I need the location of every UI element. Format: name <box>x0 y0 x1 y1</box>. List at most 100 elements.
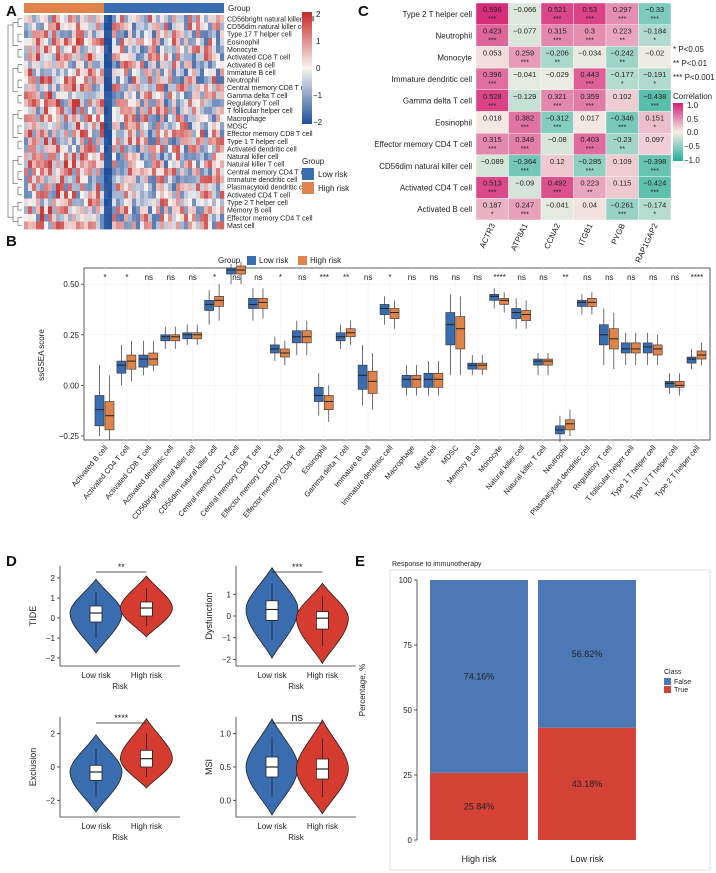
heatmap-a-cell <box>52 122 57 130</box>
heatmap-a-cell <box>40 15 45 23</box>
heatmap-a-cell <box>164 213 169 222</box>
heatmap-a-cell <box>88 122 93 130</box>
heatmap-a-cell <box>44 129 49 138</box>
heatmap-a-cell <box>100 168 105 176</box>
heatmap-a-cell <box>176 198 181 207</box>
heatmap-a-cell <box>176 213 181 222</box>
heatmap-a-cell <box>220 60 225 69</box>
heatmap-a-cell <box>172 114 177 123</box>
legend-a-title: Group <box>302 157 325 166</box>
heatmap-a-cell <box>124 122 129 130</box>
heatmap-a-cell <box>40 60 45 69</box>
heatmap-a-cell <box>60 106 65 115</box>
e-bar-true-label: 43.18% <box>572 779 603 789</box>
heatmap-a-cell <box>24 60 29 69</box>
heatmap-a-cell <box>44 60 49 69</box>
heatmap-a-cell <box>128 68 133 77</box>
heatmap-a-cell <box>212 68 217 77</box>
heatmap-a-cell <box>192 213 197 222</box>
heatmap-a-cell <box>160 175 165 184</box>
heatmap-a-cell <box>60 37 65 46</box>
heatmap-a-cell <box>68 122 73 130</box>
box-body <box>674 381 685 388</box>
heatmap-a-cell <box>92 114 97 123</box>
heatmap-a-cell <box>192 175 197 184</box>
e-bar-true <box>430 772 528 840</box>
heatmap-a-cell <box>160 15 165 23</box>
heatmap-a-cell <box>156 160 161 169</box>
heatmap-a-cell <box>108 152 113 161</box>
heatmap-a-cell <box>156 106 161 115</box>
heatmap-a-cell <box>60 198 65 207</box>
heatmap-a-cell <box>200 91 205 100</box>
corr-cell-value: −0.077 <box>513 27 536 36</box>
heatmap-a-cell <box>184 91 189 100</box>
corr-cell-value: 0.151 <box>645 114 664 123</box>
heatmap-a-cell <box>92 206 97 215</box>
heatmap-a-cell <box>48 190 53 199</box>
heatmap-a-cell <box>160 206 165 215</box>
heatmap-a-cell <box>88 198 93 207</box>
legend-e-false-label: False <box>674 679 691 686</box>
heatmap-a-cell <box>188 30 193 39</box>
heatmap-a-cell <box>132 122 137 130</box>
heatmap-a-cell <box>76 183 81 192</box>
heatmap-a-cell <box>172 152 177 161</box>
heatmap-a-row-label: Effector memory CD4 T cell <box>227 215 313 222</box>
heatmap-a-cell <box>44 106 49 115</box>
heatmap-a-cell <box>140 37 145 46</box>
heatmap-a-cell <box>36 145 41 153</box>
heatmap-a-cell <box>112 76 117 85</box>
box-body <box>214 296 224 307</box>
heatmap-a-cell <box>176 122 181 130</box>
corr-cell-stars: *** <box>618 211 626 218</box>
legend-b-low-label: Low risk <box>259 256 289 265</box>
heatmap-a-cell <box>144 175 149 184</box>
heatmap-a-cell <box>192 106 197 115</box>
heatmap-a-cell <box>28 145 33 153</box>
heatmap-a-cell <box>48 129 53 138</box>
heatmap-a-cell <box>164 91 169 100</box>
heatmap-a-cell <box>128 30 133 39</box>
heatmap-a-cell <box>24 175 29 184</box>
b-ytick-label: −0.25 <box>59 432 80 441</box>
heatmap-a-cell <box>104 175 109 184</box>
heatmap-a-cell <box>44 45 49 54</box>
b-significance-label: ns <box>452 273 460 282</box>
heatmap-a-cell <box>152 106 157 115</box>
heatmap-a-cell <box>184 30 189 39</box>
heatmap-a-cell <box>164 175 169 184</box>
heatmap-a-cell <box>64 175 69 184</box>
heatmap-a-cell <box>136 30 141 39</box>
heatmap-a-cell <box>168 45 173 54</box>
heatmap-a-cell <box>180 91 185 100</box>
box-body <box>467 362 478 370</box>
heatmap-a-cell <box>184 152 189 161</box>
heatmap-a-cell <box>108 190 113 199</box>
heatmap-a-cell <box>204 190 209 199</box>
heatmap-a-cell <box>144 183 149 192</box>
heatmap-a-cell <box>132 137 137 146</box>
heatmap-a-cell <box>32 68 37 77</box>
dendrogram-branch <box>17 49 22 58</box>
heatmap-a-cell <box>52 76 57 85</box>
heatmap-a-cell <box>144 137 149 146</box>
heatmap-a-cell <box>92 83 97 92</box>
violin-box <box>89 605 103 623</box>
heatmap-a-cell <box>56 22 61 31</box>
sig-legend-2: ** P<0.01 <box>673 59 708 68</box>
heatmap-a-cell <box>156 213 161 222</box>
heatmap-a-cell <box>132 53 137 62</box>
heatmap-a-cell <box>152 183 157 192</box>
heatmap-a-cell <box>116 129 121 138</box>
heatmap-a-cell <box>204 15 209 23</box>
heatmap-a-cell <box>168 106 173 115</box>
heatmap-a-row-label: Eosinophil <box>227 39 260 46</box>
corr-cell-stars: ** <box>620 59 626 66</box>
heatmap-a-cell <box>128 60 133 69</box>
heatmap-a-cell <box>96 106 101 115</box>
corr-cell-value: 0.521 <box>548 5 567 14</box>
heatmap-a-cell <box>164 106 169 115</box>
heatmap-a-cell <box>72 122 77 130</box>
heatmap-a-cell <box>44 91 49 100</box>
